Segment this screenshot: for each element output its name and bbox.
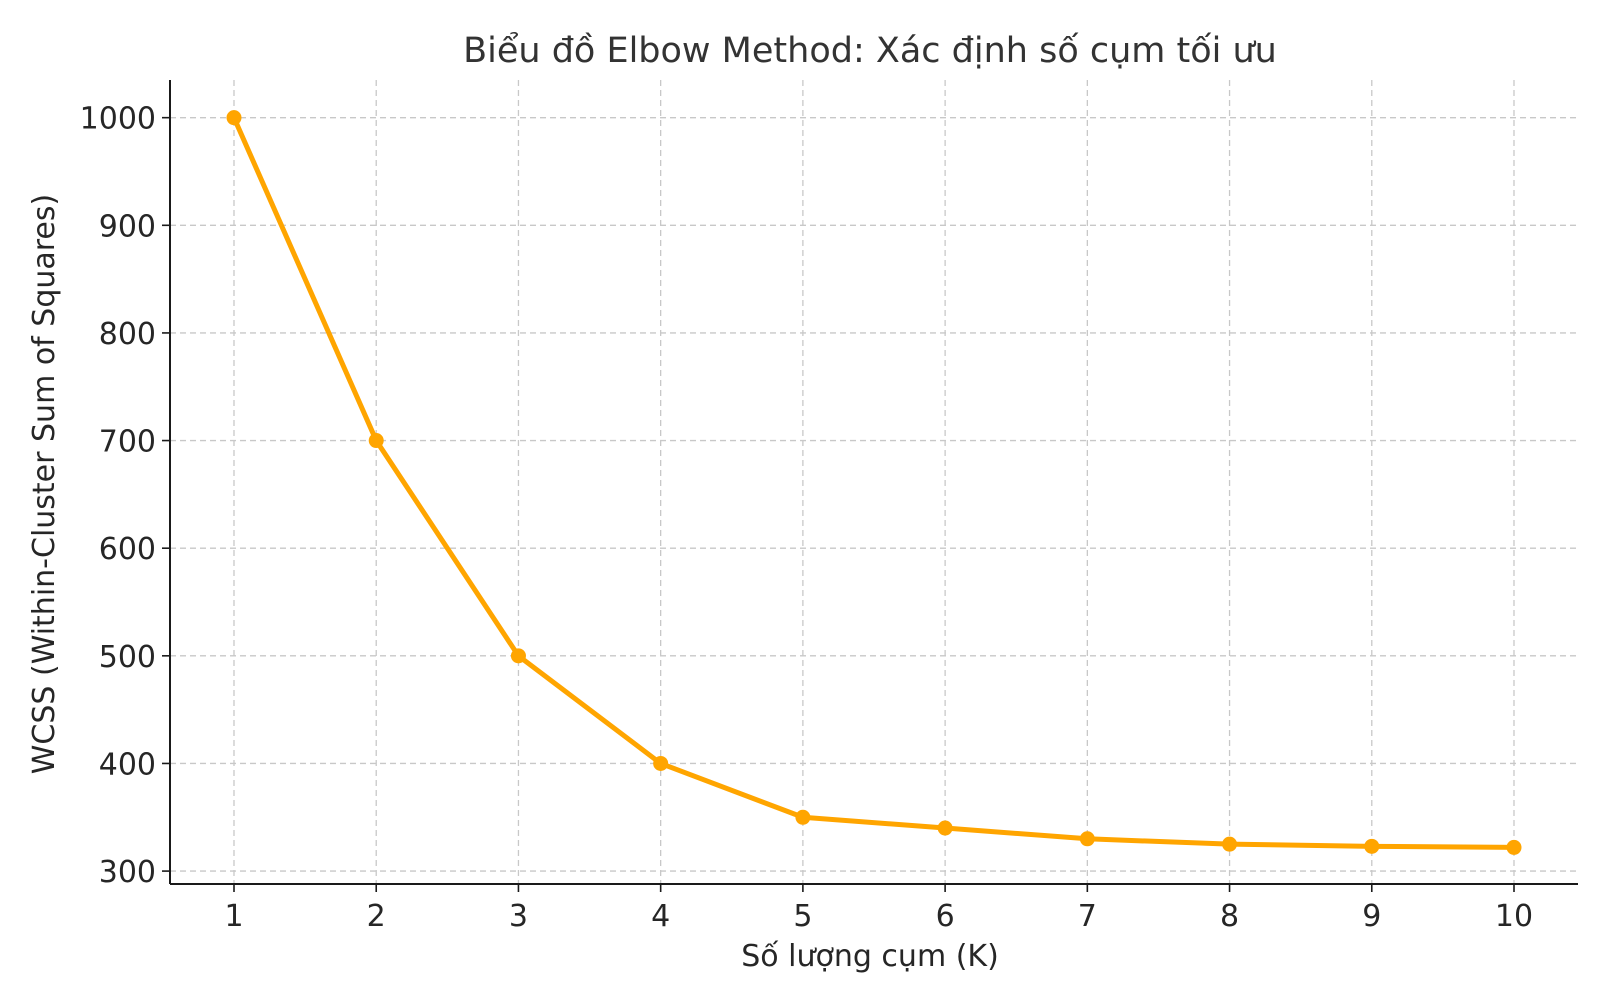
y-axis-label: WCSS (Within-Cluster Sum of Squares) [27,194,62,774]
data-point [510,648,526,664]
series-layer [226,110,1522,855]
x-tick-label: 4 [651,899,670,934]
data-point [795,809,811,825]
y-tick-label: 700 [99,425,156,460]
x-tick-label: 5 [793,899,812,934]
y-tick-label: 600 [99,532,156,567]
y-tick-label: 1000 [80,102,156,137]
y-tick-label: 800 [99,317,156,352]
x-axis-ticks: 1 2 3 4 5 6 7 8 9 10 [224,884,1533,934]
y-tick-label: 500 [99,640,156,675]
data-point [1079,831,1095,847]
x-tick-label: 2 [367,899,386,934]
x-tick-label: 6 [936,899,955,934]
grid-layer [170,80,1578,884]
data-point [937,820,953,836]
x-tick-label: 8 [1220,899,1239,934]
chart-title: Biểu đồ Elbow Method: Xác định số cụm tố… [463,30,1277,71]
y-axis-ticks: 300 400 500 600 700 800 900 1000 [80,102,170,890]
x-tick-label: 9 [1362,899,1381,934]
series-line [231,115,1517,850]
data-point [1364,838,1380,854]
y-tick-label: 300 [99,855,156,890]
x-axis-label: Số lượng cụm (K) [741,939,999,974]
data-point [1222,836,1238,852]
x-tick-label: 1 [224,899,243,934]
y-tick-label: 900 [99,209,156,244]
data-point [1506,839,1522,855]
data-point [226,110,242,126]
data-point [368,433,384,449]
x-tick-label: 10 [1495,899,1533,934]
axes-layer [169,80,1578,885]
y-tick-label: 400 [99,747,156,782]
x-tick-label: 7 [1078,899,1097,934]
data-point [653,755,669,771]
x-tick-label: 3 [509,899,528,934]
